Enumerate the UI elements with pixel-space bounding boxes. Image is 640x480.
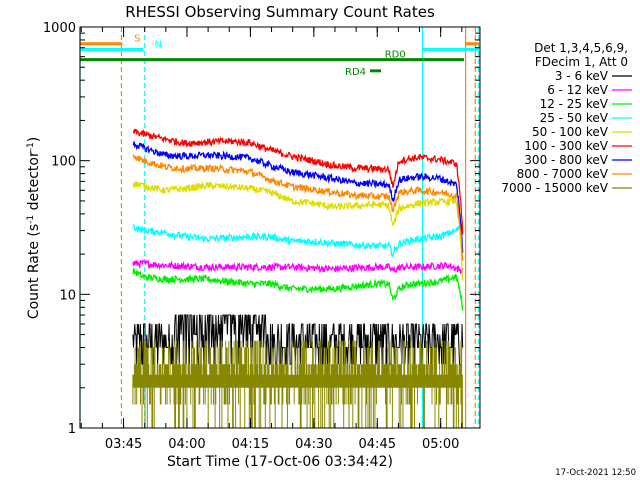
legend-entry-6: 300 - 800 keV: [524, 153, 608, 167]
legend-entry-1: 6 - 12 keV: [547, 83, 609, 97]
series-line-8: [132, 340, 463, 428]
series-6: [132, 141, 464, 253]
annotation-label-rd0: RD0: [385, 50, 406, 61]
series-line-5: [132, 128, 464, 235]
series-2: [132, 268, 464, 311]
series-line-2: [132, 268, 464, 311]
y-tick-label-3: 1000: [43, 21, 76, 36]
x-tick-label-4: 04:45: [359, 437, 396, 452]
x-tick-label-3: 04:30: [295, 437, 332, 452]
series-line-6: [132, 141, 464, 253]
y-tick-label-0: 1: [68, 422, 76, 437]
axis-ticks: 1 10 100 1000 03:45 04:00 04:15 04:30 04:45 05:00: [43, 21, 480, 452]
x-tick-label-1: 04:00: [168, 437, 205, 452]
legend-entry-2: 12 - 25 keV: [540, 97, 609, 111]
footer-timestamp: 17-Oct-2021 12:50: [555, 468, 636, 478]
annotation-label-s: S: [134, 34, 140, 45]
y-tick-label-1: 10: [59, 288, 76, 303]
series-8: [132, 340, 463, 428]
legend-entry-3: 25 - 50 keV: [540, 111, 609, 125]
annotation-layer: S N RD0 RD4: [80, 34, 479, 78]
legend-entry-0: 3 - 6 keV: [555, 69, 609, 83]
series-1: [132, 259, 464, 274]
series-line-7: [132, 154, 464, 261]
series-7: [132, 154, 464, 261]
legend: Det 1,3,4,5,6,9, FDecim 1, Att 0 3 - 6 k…: [501, 41, 632, 195]
annotation-label-n: N: [155, 39, 162, 50]
legend-header-line-2: FDecim 1, Att 0: [535, 55, 628, 69]
series-layer: [132, 128, 464, 428]
x-tick-label-0: 03:45: [105, 437, 142, 452]
series-5: [132, 128, 464, 235]
legend-entry-5: 100 - 300 keV: [524, 139, 608, 153]
series-3: [132, 223, 464, 258]
y-tick-label-2: 100: [51, 155, 76, 170]
annotation-label-rd4: RD4: [345, 67, 366, 78]
series-4: [132, 180, 464, 281]
chart-title: RHESSI Observing Summary Count Rates: [125, 3, 435, 21]
legend-header-line-1: Det 1,3,4,5,6,9,: [534, 41, 628, 55]
legend-entry-4: 50 - 100 keV: [532, 125, 609, 139]
x-tick-label-2: 04:15: [232, 437, 269, 452]
x-tick-label-5: 05:00: [422, 437, 459, 452]
y-axis-label: Count Rate (s-1 detector-1): [26, 137, 42, 319]
series-line-4: [132, 180, 464, 281]
plot-frame: [79, 26, 481, 429]
legend-entry-8: 7000 - 15000 keV: [501, 181, 608, 195]
series-line-1: [132, 259, 464, 274]
legend-entry-7: 800 - 7000 keV: [517, 167, 609, 181]
series-line-3: [132, 223, 464, 258]
x-axis-label: Start Time (17-Oct-06 03:34:42): [167, 454, 393, 470]
